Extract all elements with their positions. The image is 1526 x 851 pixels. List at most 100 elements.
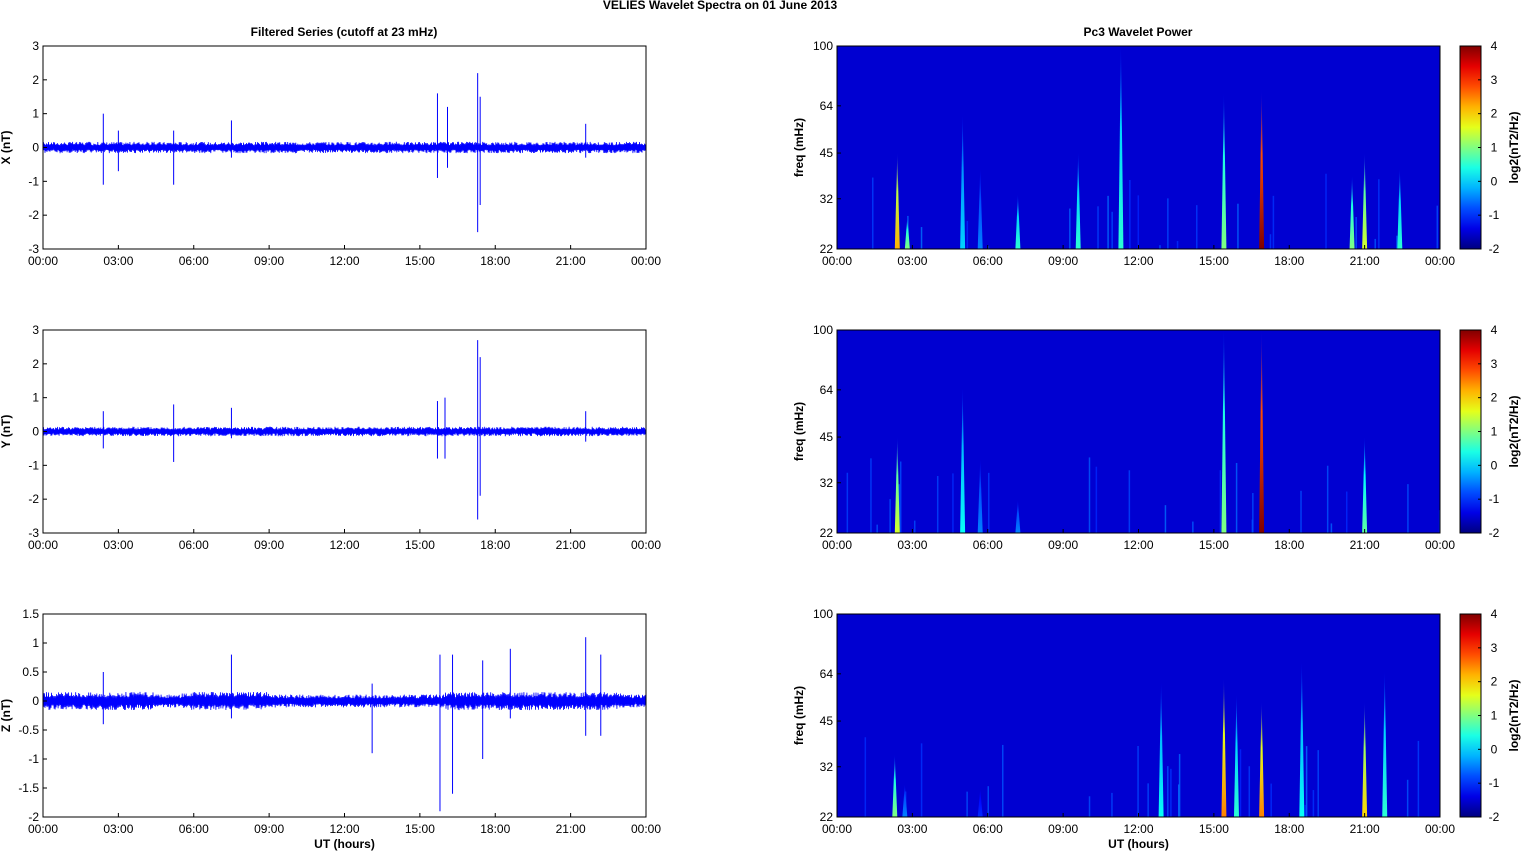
x-wavelet-xtick-label: 15:00 [1199,254,1229,268]
y-wavelet-colorbar-tick-label: -2 [1489,526,1500,540]
y-wavelet-xtick-label: 00:00 [822,538,852,552]
z-wavelet-colorbar-tick-label: -2 [1489,810,1500,824]
x-wavelet-ytick-label: 32 [820,192,834,206]
x-series-xtick-label: 06:00 [179,254,209,268]
y-series-xtick-label: 00:00 [28,538,58,552]
x-series-xtick-label: 00:00 [28,254,58,268]
x-wavelet-colorbar-tick-label: -2 [1489,242,1500,256]
y-wavelet-ytick-label: 22 [820,526,834,540]
z-wavelet-colorbar-tick-label: 0 [1491,742,1498,756]
x-series-xtick-label: 09:00 [254,254,284,268]
y-series-ytick-label: -2 [28,492,39,506]
z-wavelet-xtick-label: 12:00 [1123,822,1153,836]
z-wavelet-ytick-label: 22 [820,810,834,824]
y-wavelet-ytick-label: 64 [820,383,834,397]
z-series-ytick-label: -1.5 [18,781,39,795]
y-series-ytick-label: 0 [32,425,39,439]
x-series-xtick-label: 18:00 [480,254,510,268]
y-wavelet-ytick-label: 32 [820,476,834,490]
x-series-ytick-label: 1 [32,107,39,121]
x-series-ytick-label: 0 [32,141,39,155]
z-wavelet-colorbar-label: log2(nT2/Hz) [1507,680,1521,752]
x-wavelet-colorbar-tick-label: 2 [1491,107,1498,121]
z-wavelet-xtick-label: 06:00 [973,822,1003,836]
x-wavelet-xtick-label: 18:00 [1274,254,1304,268]
z-wavelet-streak [1362,701,1368,817]
x-series-xtick-label: 15:00 [405,254,435,268]
x-wavelet-streak [1118,46,1124,249]
x-series-ytick-label: -1 [28,174,39,188]
z-wavelet-colorbar-tick-label: -1 [1489,776,1500,790]
x-wavelet-streak [977,168,983,249]
figure-suptitle: VELIES Wavelet Spectra on 01 June 2013 [603,0,838,12]
y-wavelet-colorbar [1459,329,1482,534]
y-wavelet-streak [894,437,900,533]
z-wavelet-ytick-label: 100 [813,607,833,621]
z-series-baseline [42,691,647,711]
y-series-xtick-label: 12:00 [329,538,359,552]
z-series-xtick-label: 06:00 [179,822,209,836]
x-wavelet-ytick-label: 64 [820,99,834,113]
y-wavelet-colorbar-tick-label: 3 [1491,357,1498,371]
x-series-baseline [42,141,647,154]
z-series-xtick-label: 21:00 [556,822,586,836]
y-series-ytick-label: 1 [32,391,39,405]
z-series-ytick-label: 0.5 [22,665,39,679]
z-wavelet-streak [1382,671,1388,817]
y-wavelet-xtick-label: 15:00 [1199,538,1229,552]
x-wavelet-ytick-label: 22 [820,242,834,256]
x-wavelet-colorbar-tick-label: 4 [1491,39,1498,53]
y-series-xtick-label: 03:00 [103,538,133,552]
y-wavelet-xtick-label: 09:00 [1048,538,1078,552]
z-series-xtick-label: 18:00 [480,822,510,836]
y-wavelet-colorbar-tick-label: 2 [1491,391,1498,405]
y-wavelet-xtick-label: 06:00 [973,538,1003,552]
x-wavelet-streak [904,216,910,249]
z-series-xlabel: UT (hours) [314,837,375,851]
x-wavelet-xtick-label: 06:00 [973,254,1003,268]
x-wavelet-ytick-label: 100 [813,39,833,53]
z-series-ylabel: Z (nT) [0,699,13,732]
y-series-panel: -3 -2 -1 0 1 2 3 Y (nT) 00:00 03:00 06:00 09:00 12:0… [0,323,661,552]
x-wavelet-xtick-label: 03:00 [897,254,927,268]
z-wavelet-streak [902,784,908,817]
y-series-xtick-label: 09:00 [254,538,284,552]
z-wavelet-streak [1299,661,1305,817]
z-series-ytick-label: -1 [28,752,39,766]
y-wavelet-xtick-label: 03:00 [897,538,927,552]
z-series-xtick-label: 09:00 [254,822,284,836]
z-wavelet-streak [1221,678,1227,817]
z-series-xtick-label: 00:00 [28,822,58,836]
y-series-xtick-label: 06:00 [179,538,209,552]
y-wavelet-streak [960,387,966,533]
y-wavelet-streak [977,459,983,533]
z-wavelet-xtick-label: 09:00 [1048,822,1078,836]
z-wavelet-streak [1259,701,1265,817]
y-series-xtick-label: 00:00 [631,538,661,552]
z-wavelet-colorbar-tick-label: 4 [1491,607,1498,621]
x-wavelet-streak [1015,194,1021,249]
z-wavelet-xtick-label: 18:00 [1274,822,1304,836]
z-wavelet-ytick-label: 64 [820,667,834,681]
x-wavelet-colorbar-label: log2(nT2/Hz) [1507,112,1521,184]
z-series-panel: -2 -1.5 -1 -0.5 0 0.5 1 1.5 Z (nT) 00:00 03:00 06:0… [0,607,661,851]
x-wavelet-streak [1362,153,1368,249]
z-wavelet-xtick-label: 00:00 [822,822,852,836]
z-wavelet-xtick-label: 21:00 [1350,822,1380,836]
y-wavelet-streak [1221,330,1227,533]
y-series-xtick-label: 15:00 [405,538,435,552]
x-wavelet-xtick-label: 00:00 [1425,254,1455,268]
z-wavelet-ylabel: freq (mHz) [792,686,806,745]
x-wavelet-colorbar-tick-label: 1 [1491,141,1498,155]
x-wavelet-streak [1397,168,1403,249]
z-series-ytick-label: 1.5 [22,607,39,621]
z-wavelet-xlabel: UT (hours) [1108,837,1169,851]
y-wavelet-ytick-label: 45 [820,430,834,444]
y-wavelet-streak [1015,500,1021,533]
y-wavelet-ylabel: freq (mHz) [792,402,806,461]
z-wavelet-colorbar [1459,613,1482,818]
